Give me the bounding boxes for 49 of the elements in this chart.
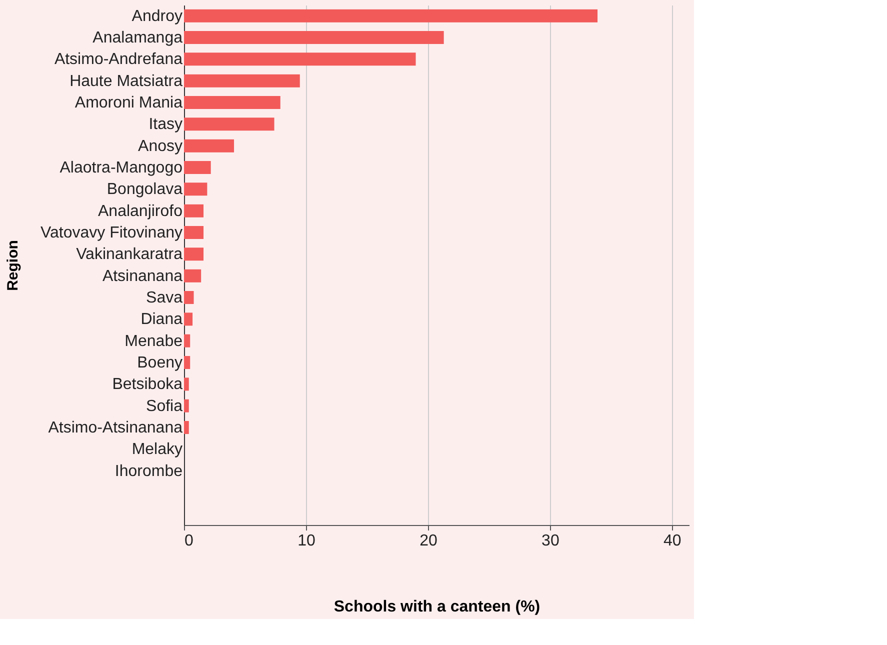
y-tick-label: Analamanga xyxy=(92,30,183,46)
y-tick-label: Androy xyxy=(132,8,182,25)
bar xyxy=(184,399,189,412)
bar xyxy=(184,334,190,348)
bar xyxy=(184,356,190,369)
bar xyxy=(184,291,194,304)
y-tick-label: Analanjirofo xyxy=(98,202,183,220)
y-tick-label: Betsiboka xyxy=(112,376,183,394)
bar xyxy=(184,204,204,218)
bar xyxy=(184,378,189,391)
bar xyxy=(184,161,211,174)
bar xyxy=(184,96,280,109)
x-axis-title: Schools with a canteen (%) xyxy=(334,598,540,616)
bar xyxy=(184,52,416,66)
y-tick-label: Bongolava xyxy=(106,181,183,198)
bar xyxy=(184,248,204,261)
y-tick-label: Vatovavy Fitovinany xyxy=(40,224,182,242)
bar xyxy=(184,421,189,434)
y-tick-label: Alaotra-Mangogo xyxy=(60,160,183,176)
x-tick-label: 20 xyxy=(420,532,438,550)
x-tick-label: 40 xyxy=(664,532,682,550)
y-tick-label: Menabe xyxy=(124,332,183,350)
bar xyxy=(184,74,300,88)
bar xyxy=(184,226,204,239)
bar xyxy=(184,118,274,131)
y-tick-label: Atsimo-Atsinanana xyxy=(48,420,183,436)
bar xyxy=(184,9,598,22)
bar xyxy=(184,31,444,44)
y-tick-label: Amoroni Mania xyxy=(74,94,183,112)
y-tick-label: Boeny xyxy=(137,354,182,372)
y-tick-label: Ihorombe xyxy=(114,462,183,480)
y-tick-label: Itasy xyxy=(148,116,182,134)
y-tick-label: Anosy xyxy=(138,138,182,155)
bar xyxy=(184,139,234,152)
x-tick-label: 30 xyxy=(542,532,560,550)
y-tick-label: Diana xyxy=(140,311,183,328)
y-tick-label: Melaky xyxy=(132,441,182,458)
y-tick-label: Haute Matsiatra xyxy=(70,72,183,90)
y-tick-label: Atsinanana xyxy=(102,268,183,285)
x-tick-label: 10 xyxy=(298,532,316,550)
x-tick-label: 0 xyxy=(184,532,194,550)
y-tick-label: Sava xyxy=(146,290,183,306)
bar xyxy=(184,269,202,282)
bar xyxy=(184,182,208,196)
y-axis-title: Region xyxy=(4,240,22,291)
bar xyxy=(184,312,193,326)
y-tick-label: Vakinankaratra xyxy=(76,246,183,264)
y-tick-label: Atsimo-Andrefana xyxy=(54,51,183,68)
y-tick-label: Sofia xyxy=(146,398,183,415)
